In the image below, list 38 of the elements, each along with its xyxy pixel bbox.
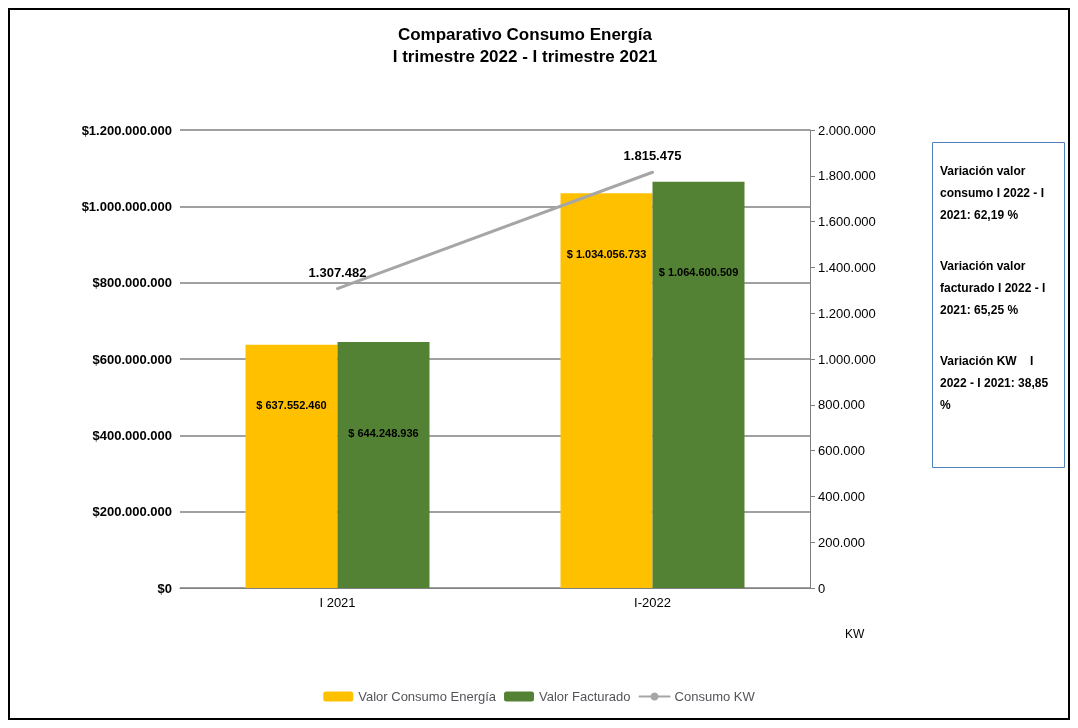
data-label: $ 1.034.056.733 — [566, 247, 647, 260]
y2-axis-title: KW — [845, 627, 865, 641]
legend-label: Valor Consumo Energía — [358, 689, 497, 704]
data-label: $ 644.248.936 — [348, 426, 419, 439]
bar — [652, 181, 745, 588]
y2-tick-label: 2.000.000 — [818, 122, 876, 138]
y2-tick-label: 400.000 — [818, 488, 865, 504]
bar — [245, 344, 338, 588]
bar — [560, 193, 653, 588]
bar — [337, 342, 430, 588]
chart-title: Comparativo Consumo Energía I trimestre 2022 - I trimestre 2021 — [392, 24, 658, 66]
y2-tick-label: 1.000.000 — [818, 351, 876, 367]
y2-tick-label: 1.200.000 — [818, 305, 876, 321]
y-tick-label: $400.000.000 — [92, 427, 172, 443]
legend-label: Consumo KW — [674, 689, 756, 704]
legend-label: Valor Facturado — [539, 689, 631, 704]
y2-tick-label: 200.000 — [818, 534, 865, 550]
text: Variación KW I 2022 - I 2021: 38,85 % — [940, 354, 1052, 412]
data-label: $ 637.552.460 — [256, 399, 327, 412]
y2-tick-label: 600.000 — [818, 443, 865, 459]
data-label: 1.307.482 — [308, 264, 367, 280]
y2-tick-label: 1.800.000 — [818, 168, 876, 184]
text: Variación valor consumo I 2022 - I 2021: 62,19 % — [940, 164, 1048, 222]
y-tick-label: $1.200.000.000 — [81, 122, 172, 138]
y-tick-label: $200.000.000 — [92, 504, 172, 520]
data-label: $ 1.064.600.509 — [658, 266, 739, 279]
x-tick-label: I-2022 — [634, 595, 671, 610]
y2-tick-label: 800.000 — [818, 397, 865, 413]
y2-tick-label: 1.400.000 — [818, 259, 876, 275]
data-label: 1.815.475 — [623, 148, 682, 164]
y-tick-label: $0 — [157, 580, 172, 596]
y-tick-label: $800.000.000 — [92, 275, 172, 291]
y-tick-label: $1.000.000.000 — [81, 198, 172, 214]
y2-tick-label: 0 — [818, 580, 826, 596]
x-tick-label: I 2021 — [319, 595, 356, 610]
y-tick-label: $600.000.000 — [92, 351, 172, 367]
text: Variación valor facturado I 2022 - I 2021: 65,25 % — [940, 259, 1049, 317]
y2-tick-label: 1.600.000 — [818, 214, 876, 230]
